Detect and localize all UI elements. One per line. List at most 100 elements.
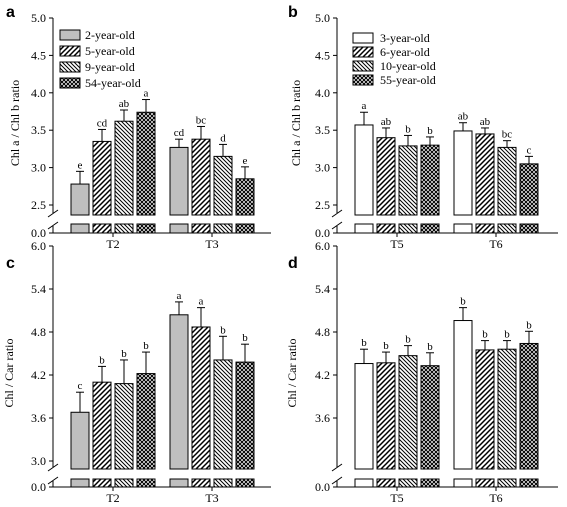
panel-b-y-axis-label: Chl a / Chl b ratio [289, 80, 303, 166]
panel-a-legend-label-2: 5-year-old [85, 44, 135, 58]
panel-a-y-axis-label: Chl a / Chl b ratio [8, 80, 22, 166]
panel-d-y-tick-label-3: 4.8 [315, 325, 330, 339]
panel-a-bar-base-T2-s3 [114, 223, 134, 234]
panel-c-bar-T2-s2 [92, 381, 112, 470]
panel-a-bar-T3-s1 [169, 146, 189, 216]
panel-d-sig-letter-T5-s2: b [383, 340, 389, 352]
panel-a-y-tick-label-3: 3.5 [31, 123, 46, 137]
panel-a-legend: 2-year-old 5-year-old 9-year-old 54-year… [59, 28, 141, 90]
panel-d-y-tick-label-4: 5.4 [315, 282, 330, 296]
panel-a-bar-T2-s2 [92, 140, 112, 216]
panel-a-y-tick-label-base: 0.0 [31, 226, 46, 240]
panel-c-bar-T2-s1 [70, 411, 90, 470]
panel-b-sig-letter-T5-s2: ab [381, 116, 392, 128]
panel-b-bar-base-T6-s3 [497, 223, 517, 234]
panel-a-bar-T2-s3 [114, 120, 134, 216]
panel-c-y-tick-label-6: 6.0 [31, 239, 46, 253]
panel-a-sig-letter-T2-s2: cd [97, 117, 108, 129]
panel-d-sig-letter-T6-s4: b [526, 319, 532, 331]
panel-d-category-label-T5: T5 [390, 491, 403, 505]
panel-b-bar-T6-s3 [497, 146, 517, 216]
panel-a-bar-T2-s4 [136, 111, 156, 216]
panel-d-axis-break-mark-2 [331, 476, 343, 485]
panel-b-sig-letter-T6-s2: ab [480, 116, 491, 128]
panel-b-legend-item-4: 55-year-old [352, 73, 436, 87]
panel-d-bar-T6-s4 [519, 342, 539, 470]
panel-d-category-label-T6: T6 [489, 491, 502, 505]
panel-a-sig-letter-T3-s1: cd [174, 127, 185, 139]
panel-a-legend-label-1: 2-year-old [85, 28, 135, 42]
panel-c-sig-letter-T2-s2: b [99, 354, 105, 366]
panel-d-bar-T5-s4 [420, 365, 440, 470]
panel-d-letter: d [288, 255, 298, 272]
panel-c-bar-T2-s3 [114, 383, 134, 470]
panel-d-y-tick-label-1: 3.6 [315, 411, 330, 425]
panel-c-y-tick-label-2: 3.6 [31, 411, 46, 425]
panel-a-axis-break-mark-1 [47, 209, 59, 218]
panel-d-bar-T5-s3 [398, 355, 418, 470]
panel-b-bar-base-T6-s2 [475, 223, 495, 234]
panel-a-legend-item-4: 54-year-old [59, 76, 141, 90]
panel-b-bar-T6-s4 [519, 163, 539, 216]
panel-b-y-tick-label-base: 0.0 [315, 226, 330, 240]
panel-a-bar-base-T3-s4 [235, 223, 255, 234]
panel-b-bar-T5-s3 [398, 145, 418, 216]
panel-c-category-label-T2: T2 [106, 491, 119, 505]
panel-c-sig-letter-T2-s3: b [121, 348, 127, 360]
panel-c-bar-base-T2-s1 [70, 478, 90, 488]
panel-a-category-label-T2: T2 [106, 237, 119, 251]
panel-a-y-tick-label-2: 3.0 [31, 161, 46, 175]
panel-c-plot-area: c b b b T2 a a b b T3 3.0 3.6 4.2 4.8 5.4 6.0 0.0 [31, 239, 271, 505]
panel-c-category-label-T3: T3 [205, 491, 218, 505]
panel-b-y-tick-label-5: 4.5 [315, 48, 330, 62]
panel-a-bar-base-T2-s2 [92, 223, 112, 234]
panel-c-y-tick-label-4: 4.8 [31, 325, 46, 339]
panel-a-sig-letter-T2-s3: ab [119, 98, 130, 110]
panel-d-sig-letter-T6-s1: b [460, 296, 466, 308]
panel-a-sig-letter-T3-s2: bc [196, 114, 207, 126]
panel-a-sig-letter-T2-s4: a [144, 88, 149, 100]
panel-a-chart: a Chl a / Chl b ratio ecdabaT2cdbcdeT32.… [6, 4, 271, 251]
panel-c-bar-base-T3-s4 [235, 478, 255, 488]
panel-a-legend-label-4: 54-year-old [85, 76, 141, 90]
panel-c-sig-letter-T3-s2: a [199, 296, 204, 308]
panel-b-sig-letter-T5-s3: b [405, 123, 411, 135]
panel-b-y-tick-label-2: 3.0 [315, 161, 330, 175]
panel-a-y-tick-label-6: 5.0 [31, 11, 46, 25]
panel-c-axis-break-mark-1 [47, 463, 59, 472]
panel-b-legend-item-1: 3-year-old [352, 31, 430, 45]
panel-b-sig-letter-T5-s1: a [362, 100, 367, 112]
panel-d-sig-letter-T6-s2: b [482, 329, 488, 341]
panel-a-bar-base-T3-s1 [169, 223, 189, 234]
panel-d-bar-base-T6-s2 [475, 478, 495, 488]
panel-b-bar-base-T5-s1 [354, 223, 374, 234]
panel-a-letter: a [6, 4, 15, 21]
panel-d-bar-T5-s1 [354, 363, 374, 470]
panel-c-sig-letter-T2-s1: c [78, 380, 83, 392]
panel-b-axis-break-mark-2 [331, 221, 343, 230]
panel-a-sig-letter-T3-s3: d [220, 132, 226, 144]
panel-a-bar-T2-s1 [70, 183, 90, 216]
panel-d-plot-area: b b b b T5 b b b b T6 3.6 4.2 4.8 5.4 6.0 0.0 [315, 239, 558, 505]
panel-a-bar-T3-s2 [191, 138, 211, 216]
panel-d-y-axis-label: Chl / Car ratio [285, 339, 299, 408]
panel-c-bar-T2-s4 [136, 373, 156, 470]
panel-a-bar-base-T2-s1 [70, 223, 90, 234]
panel-c-letter: c [6, 255, 15, 272]
panel-a-y-tick-label-4: 4.0 [31, 86, 46, 100]
panel-a-legend-item-2: 5-year-old [59, 44, 135, 58]
panel-a-bar-base-T3-s2 [191, 223, 211, 234]
panel-b-bar-T5-s2 [376, 137, 396, 216]
panel-b-sig-letter-T6-s4: c [527, 144, 532, 156]
panel-b-legend-item-2: 6-year-old [352, 45, 430, 59]
panel-b-legend-label-3: 10-year-old [380, 59, 436, 73]
panel-b-legend-item-3: 10-year-old [352, 59, 436, 73]
panel-b-bar-base-T6-s1 [453, 223, 473, 234]
panel-b-letter: b [288, 4, 298, 21]
panel-c-sig-letter-T2-s4: b [143, 340, 149, 352]
panel-d-sig-letter-T5-s3: b [405, 334, 411, 346]
